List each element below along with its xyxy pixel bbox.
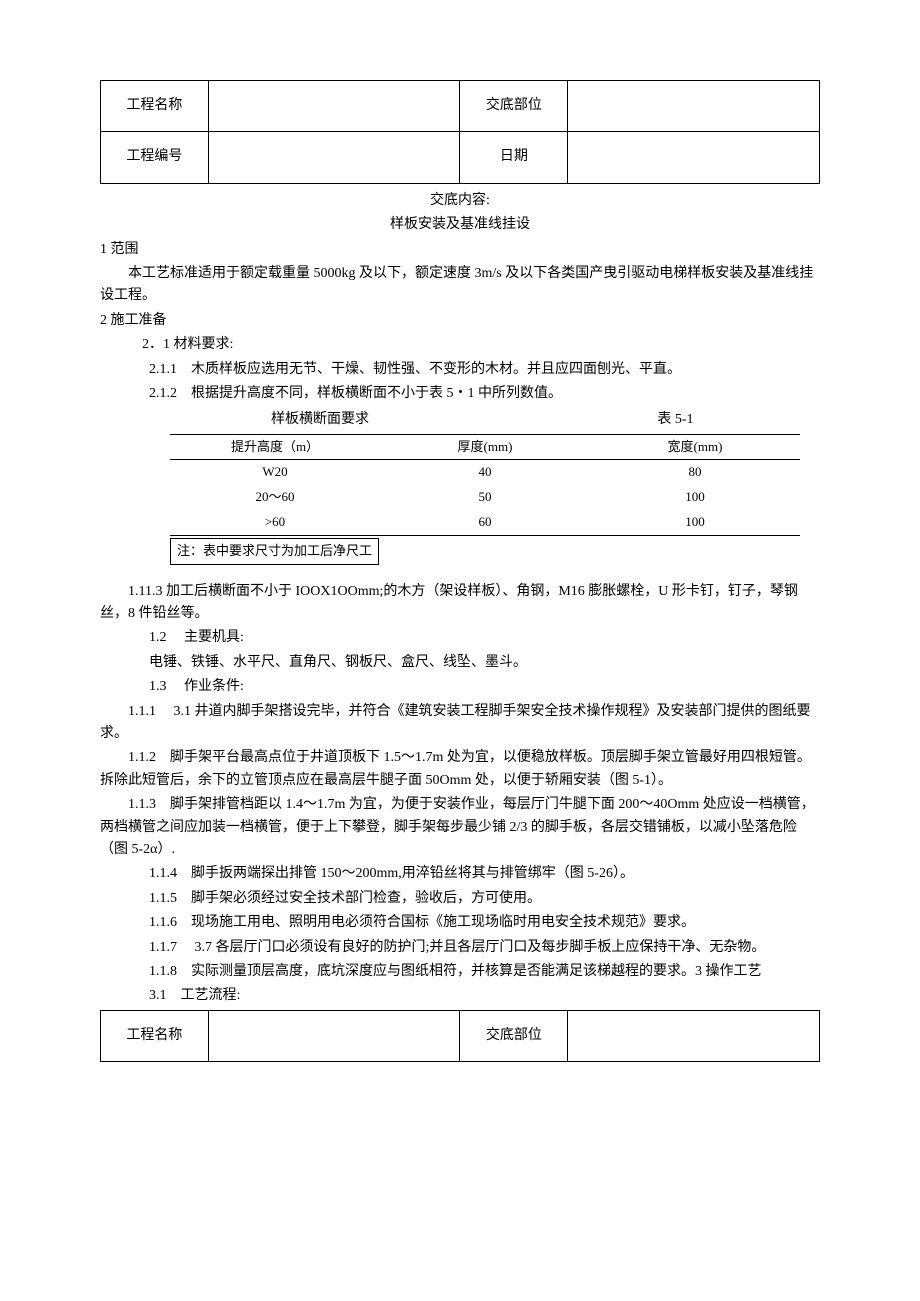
doc-title: 样板安装及基准线挂设 [100,214,820,236]
p-1-1-3: 1.1.3 脚手架排管档距以 1.4～1.7m 为宜，为便于安装作业，每层厅门牛… [100,794,820,861]
table5-1-caption-right: 表 5-1 [474,409,694,431]
ht2-r1-l2: 交底部位 [460,1010,568,1061]
ht2-r1-l1: 工程名称 [101,1010,209,1061]
table5-1-caption-left: 样板横断面要求 [170,409,470,431]
table5-1-cell: 100 [590,485,800,510]
p-1-1-6: 1.1.6 现场施工用电、照明用电必须符合国标《施工现场临时用电安全技术规范》要… [121,912,820,934]
sec2-heading: 2 施工准备 [100,310,820,332]
p-1-1-1: 1.1.1 3.1 井道内脚手架搭设完毕，并符合《建筑安装工程脚手架安全技术操作… [100,701,820,746]
p-1-3: 1.3 作业条件: [121,676,820,698]
header-table-2: 工程名称 交底部位 [100,1010,820,1062]
sec2-1-2: 2.1.2 根据提升高度不同，样板横断面不小于表 5・1 中所列数值。 [121,383,820,405]
p-1-1-7: 1.1.7 3.7 各层厅门口必须设有良好的防护门;并且各层厅门口及每步脚手板上… [121,937,820,959]
p-1-2: 1.2 主要机具: [121,627,820,649]
content-label: 交底内容: [100,190,820,212]
p-1-1-8: 1.1.8 实际测量顶层高度，底坑深度应与图纸相符，并核算是否能满足该梯越程的要… [121,961,820,983]
ht1-r2-l2: 日期 [460,132,568,183]
table5-1-cell: >60 [170,510,380,535]
table-5-1: 提升高度（m）厚度(mm)宽度(mm) W204080 20～6050100 >60… [170,434,800,536]
table5-1-header: 提升高度（m） [170,434,380,460]
ht1-r1-l2: 交底部位 [460,81,568,132]
ht1-r1-l1: 工程名称 [101,81,209,132]
ht1-r2-l1: 工程编号 [101,132,209,183]
table5-1-cell: W20 [170,460,380,485]
ht2-r1-v2 [568,1010,820,1061]
p-1-1-2: 1.1.2 脚手架平台最高点位于井道顶板下 1.5～1.7m 处为宜，以便稳放样… [100,747,820,792]
sec1-p1: 本工艺标准适用于额定载重量 5000kg 及以下，额定速度 3m/s 及以下各类… [100,263,820,308]
sec2-1: 2．1 材料要求: [142,334,820,356]
table5-1-cell: 80 [590,460,800,485]
table5-1-caption: 样板横断面要求 表 5-1 [170,409,820,431]
table5-1-header: 厚度(mm) [380,434,590,460]
header-table-1: 工程名称 交底部位 工程编号 日期 [100,80,820,184]
table5-1-cell: 20～60 [170,485,380,510]
ht1-r1-v2 [568,81,820,132]
table5-1-cell: 40 [380,460,590,485]
p-1-2-body: 电锤、铁锤、水平尺、直角尺、钢板尺、盒尺、线坠、墨斗。 [121,652,820,674]
table5-1-cell: 60 [380,510,590,535]
ht1-r2-v2 [568,132,820,183]
sec1-heading: 1 范围 [100,239,820,261]
ht1-r1-v1 [208,81,460,132]
table5-1-header: 宽度(mm) [590,434,800,460]
p-1-1-4: 1.1.4 脚手扳两端探出排管 150～200mm,用淬铅丝将其与排管绑牢（图 … [121,863,820,885]
table5-1-cell: 50 [380,485,590,510]
ht1-r2-v1 [208,132,460,183]
ht2-r1-v1 [208,1010,460,1061]
sec2-1-1: 2.1.1 木质样板应选用无节、干燥、韧性强、不变形的木材。并且应四面刨光、平直… [121,359,820,381]
table5-1-cell: 100 [590,510,800,535]
table5-1-note: 注：表中要求尺寸为加工后净尺工 [170,538,379,565]
p-1-1-5: 1.1.5 脚手架必须经过安全技术部门检查，验收后，方可使用。 [121,888,820,910]
p-3-1: 3.1 工艺流程: [121,985,820,1007]
p-1-11-3: 1.11.3 加工后横断面不小于 IOOX1OOmm;的木方（架设样板）、角钢，… [100,581,820,626]
